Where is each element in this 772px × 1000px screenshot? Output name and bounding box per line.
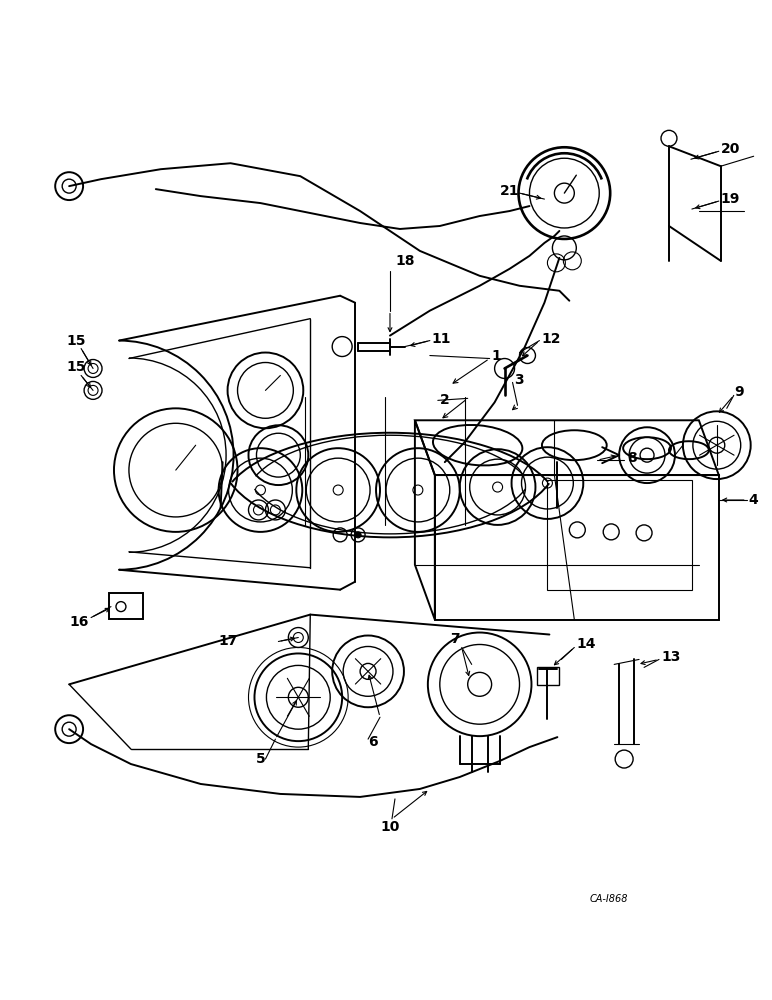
Text: CA-I868: CA-I868: [589, 894, 628, 904]
Text: 12: 12: [541, 332, 561, 346]
Text: 5: 5: [256, 752, 266, 766]
Text: 7: 7: [450, 632, 459, 646]
Text: 8: 8: [627, 451, 637, 465]
Text: 20: 20: [721, 142, 740, 156]
Text: 11: 11: [432, 332, 452, 346]
Text: 16: 16: [69, 615, 89, 629]
Text: 17: 17: [218, 634, 238, 648]
Text: 14: 14: [577, 637, 596, 651]
Text: 10: 10: [380, 820, 399, 834]
Text: 18: 18: [395, 254, 415, 268]
Text: 4: 4: [749, 493, 758, 507]
Text: 6: 6: [368, 735, 378, 749]
Text: 21: 21: [499, 184, 519, 198]
Text: 3: 3: [514, 373, 524, 387]
Circle shape: [355, 532, 361, 538]
Text: 19: 19: [721, 192, 740, 206]
Text: 13: 13: [661, 650, 680, 664]
Text: 1: 1: [492, 349, 501, 363]
Text: 9: 9: [735, 385, 744, 399]
Text: 15: 15: [66, 334, 86, 348]
Text: 15: 15: [66, 360, 86, 374]
Text: 2: 2: [440, 393, 449, 407]
